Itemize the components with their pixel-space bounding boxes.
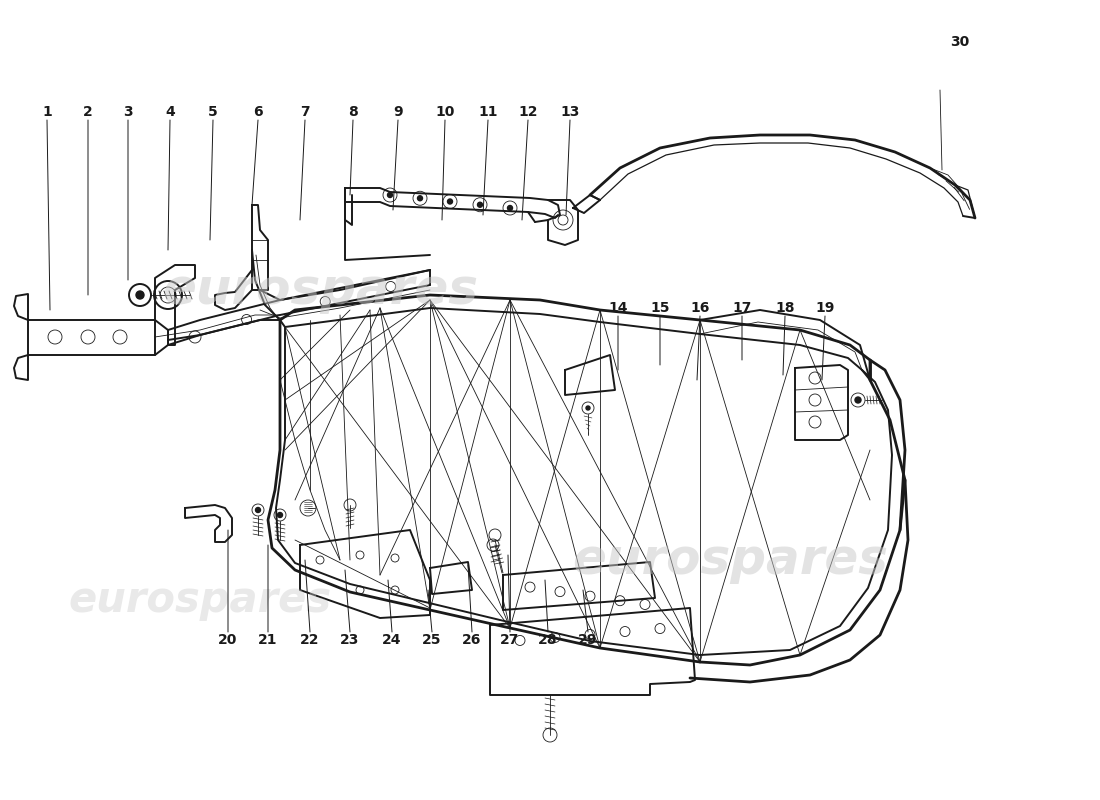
- Text: 17: 17: [733, 301, 751, 315]
- Text: 8: 8: [348, 105, 358, 119]
- Text: 23: 23: [340, 633, 360, 647]
- Text: 18: 18: [776, 301, 794, 315]
- Text: 7: 7: [300, 105, 310, 119]
- Text: 3: 3: [123, 105, 133, 119]
- Text: 14: 14: [608, 301, 628, 315]
- Text: 27: 27: [500, 633, 519, 647]
- Circle shape: [255, 507, 261, 513]
- Text: 1: 1: [42, 105, 52, 119]
- Text: 13: 13: [560, 105, 580, 119]
- Text: 29: 29: [579, 633, 597, 647]
- Text: 15: 15: [650, 301, 670, 315]
- Text: eurospares: eurospares: [572, 536, 888, 584]
- Text: 22: 22: [300, 633, 320, 647]
- Text: 12: 12: [518, 105, 538, 119]
- Text: eurospares: eurospares: [162, 266, 478, 314]
- Circle shape: [586, 406, 590, 410]
- Text: 24: 24: [383, 633, 402, 647]
- Text: 19: 19: [815, 301, 835, 315]
- Text: 11: 11: [478, 105, 497, 119]
- Text: 20: 20: [218, 633, 238, 647]
- Text: 30: 30: [950, 35, 969, 49]
- Circle shape: [477, 202, 483, 207]
- Text: 10: 10: [436, 105, 454, 119]
- Text: 4: 4: [165, 105, 175, 119]
- Text: 9: 9: [393, 105, 403, 119]
- Circle shape: [855, 397, 861, 403]
- Circle shape: [448, 199, 452, 204]
- Circle shape: [136, 291, 144, 299]
- Text: 25: 25: [422, 633, 442, 647]
- Text: 16: 16: [691, 301, 710, 315]
- Text: 26: 26: [462, 633, 482, 647]
- Circle shape: [277, 513, 283, 518]
- Text: 5: 5: [208, 105, 218, 119]
- Text: 21: 21: [258, 633, 277, 647]
- Text: 28: 28: [538, 633, 558, 647]
- Circle shape: [387, 193, 393, 198]
- Circle shape: [418, 196, 422, 201]
- Circle shape: [507, 206, 513, 210]
- Text: 2: 2: [84, 105, 92, 119]
- Text: 6: 6: [253, 105, 263, 119]
- Text: eurospares: eurospares: [68, 579, 331, 621]
